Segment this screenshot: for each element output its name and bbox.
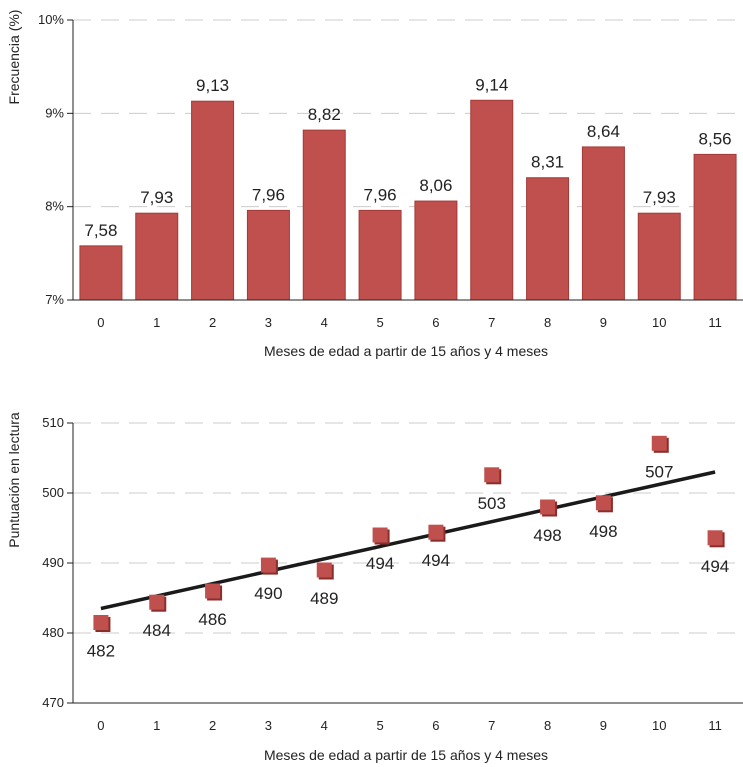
scatter-point: [93, 615, 109, 630]
bar-data-label: 8,64: [587, 122, 620, 141]
bar-chart-xtick-label: 8: [544, 315, 551, 330]
scatter-chart-ytick-label: 490: [42, 555, 64, 570]
scatter-point: [372, 527, 388, 543]
scatter-point: [316, 562, 332, 578]
scatter-data-label: 490: [254, 584, 282, 603]
scatter-data-label: 482: [87, 642, 115, 661]
bar-chart-xtick-label: 3: [265, 315, 272, 330]
bar: [637, 212, 681, 301]
scatter-chart-ytick-label: 510: [42, 415, 64, 430]
trend-line: [100, 470, 716, 611]
scatter-chart-ytick-label: 480: [42, 625, 64, 640]
bar-chart-xtick-label: 4: [321, 315, 328, 330]
scatter-point: [428, 524, 444, 540]
scatter-data-label: 498: [533, 526, 561, 545]
scatter-chart-xtick-label: 5: [376, 718, 383, 733]
bar-chart-y-axis-title: Frecuencia (%): [6, 10, 22, 105]
bar-chart-ytick-label: 10%: [38, 12, 64, 27]
bar: [191, 100, 235, 301]
scatter-chart-xtick-label: 3: [265, 718, 272, 733]
scatter-data-label: 494: [422, 551, 450, 570]
bar-data-label: 7,58: [84, 221, 117, 240]
scatter-data-label: 507: [645, 462, 673, 481]
scatter-data-label: 489: [310, 589, 338, 608]
scatter-chart-xtick-label: 0: [97, 718, 104, 733]
bar: [526, 177, 570, 301]
scatter-chart-xtick-label: 11: [708, 718, 722, 733]
bar-chart-xtick-label: 0: [97, 315, 104, 330]
scatter-chart-xtick-label: 2: [209, 718, 216, 733]
bar-chart-xtick-label: 1: [153, 315, 160, 330]
bar-chart-xtick-label: 5: [376, 315, 383, 330]
scatter-data-label: 494: [366, 554, 394, 573]
scatter-chart-xtick-label: 8: [544, 718, 551, 733]
bar-data-label: 7,93: [643, 188, 676, 207]
bar-data-label: 8,82: [308, 105, 341, 124]
bar-data-label: 9,13: [196, 76, 229, 95]
bar: [79, 245, 123, 301]
bar-chart-xtick-label: 6: [432, 315, 439, 330]
bar-chart-ytick-label: 9%: [45, 105, 64, 120]
scatter-data-label: 494: [701, 557, 729, 576]
scatter-data-label: 486: [198, 610, 226, 629]
bar: [581, 146, 625, 301]
bar-chart-x-axis-title: Meses de edad a partir de 15 años y 4 me…: [264, 343, 548, 359]
bar-chart-xtick-label: 10: [652, 315, 666, 330]
scatter-point: [651, 435, 667, 451]
bar: [414, 200, 458, 301]
bar-data-label: 7,96: [364, 185, 397, 204]
bar-data-label: 8,06: [419, 176, 452, 195]
scatter-point: [540, 499, 556, 515]
bar: [246, 209, 290, 301]
bar-data-label: 7,93: [140, 188, 173, 207]
bar-data-label: 7,96: [252, 185, 285, 204]
bar-chart-ytick-label: 8%: [45, 199, 64, 214]
scatter-data-label: 484: [143, 621, 171, 640]
scatter-chart-xtick-label: 6: [432, 718, 439, 733]
bar: [135, 212, 179, 301]
scatter-chart-ytick-label: 500: [42, 485, 64, 500]
bar-chart-xtick-label: 7: [488, 315, 495, 330]
bar-chart-ytick-label: 7%: [45, 292, 64, 307]
bar-chart-xtick-label: 9: [600, 315, 607, 330]
bar-chart-xtick-label: 11: [708, 315, 722, 330]
scatter-chart-xtick-label: 7: [488, 718, 495, 733]
scatter-chart-ytick-label: 470: [42, 695, 64, 710]
bar: [693, 153, 737, 301]
scatter-point: [149, 594, 165, 610]
bar-data-label: 8,31: [531, 153, 564, 172]
scatter-chart-y-axis-title: Puntuación en lectura: [6, 412, 22, 548]
scatter-chart-x-axis-title: Meses de edad a partir de 15 años y 4 me…: [264, 747, 548, 763]
scatter-point: [205, 583, 221, 599]
bar-chart-xtick-label: 2: [209, 315, 216, 330]
bar: [470, 99, 514, 301]
scatter-chart-xtick-label: 10: [652, 718, 666, 733]
scatter-point: [260, 557, 276, 573]
scatter-chart-xtick-label: 4: [321, 718, 328, 733]
scatter-data-label: 498: [589, 522, 617, 541]
bar: [358, 209, 402, 301]
scatter-data-label: 503: [478, 494, 506, 513]
scatter-point: [595, 495, 611, 511]
scatter-chart-xtick-label: 1: [153, 718, 160, 733]
bar-data-label: 8,56: [699, 129, 732, 148]
scatter-point: [707, 530, 723, 546]
bar: [302, 129, 346, 301]
bar-data-label: 9,14: [475, 75, 508, 94]
scatter-point: [484, 467, 500, 483]
scatter-chart-xtick-label: 9: [600, 718, 607, 733]
